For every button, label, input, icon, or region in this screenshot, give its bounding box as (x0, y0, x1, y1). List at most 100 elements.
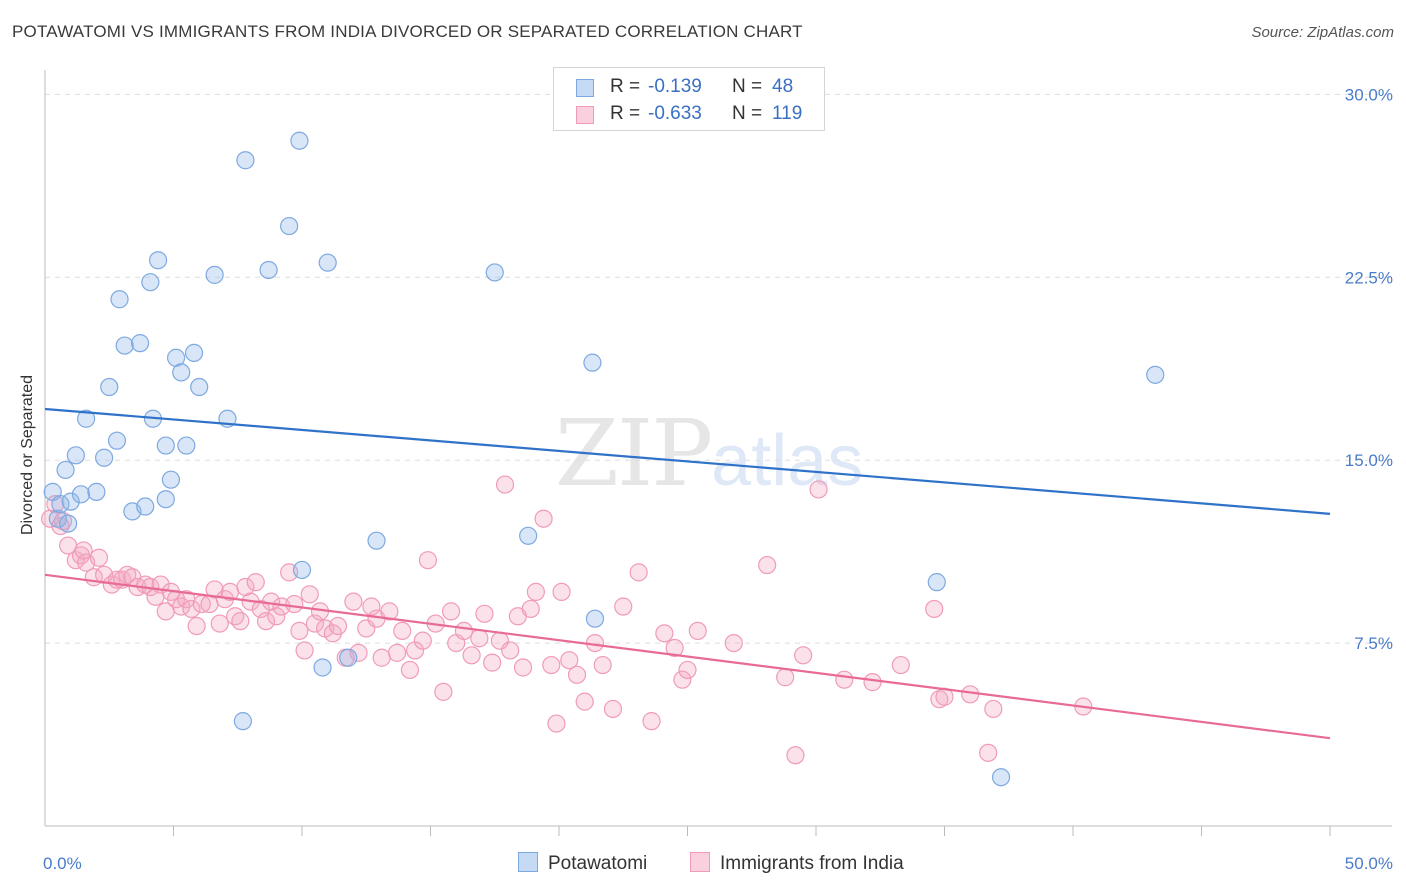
potawatomi-point (107, 431, 127, 450)
legend-r-value: -0.633 (648, 103, 702, 124)
trend-lines (44, 407, 1331, 740)
india-point (344, 592, 363, 611)
india-point (210, 614, 229, 633)
potawatomi-point (318, 253, 337, 272)
potawatomi-point (148, 251, 168, 270)
india-point (295, 641, 314, 660)
chart-title: POTAWATOMI VS IMMIGRANTS FROM INDIA DIVO… (12, 22, 803, 41)
legend-r-label: R = (610, 103, 641, 124)
india-point (534, 509, 553, 528)
potawatomi-swatch (576, 79, 594, 97)
potawatomi-point (95, 448, 114, 467)
india-point (925, 599, 944, 619)
india-trend-line (44, 573, 1331, 740)
india-point (593, 655, 612, 675)
bottom-legend-potawatomi: Potawatomi (518, 852, 647, 875)
potawatomi-point (48, 509, 67, 528)
potawatomi-point (485, 263, 504, 282)
india-point (603, 699, 623, 719)
india-point (290, 621, 309, 641)
potawatomi-point (77, 409, 96, 428)
india-point (501, 641, 520, 660)
india-swatch (576, 106, 594, 124)
potawatomi-point (66, 446, 85, 465)
bottom-legend-label: Immigrants from India (720, 853, 904, 874)
x-tick-label: 50.0% (1345, 854, 1393, 873)
india-point (470, 629, 489, 648)
india-point (673, 670, 692, 689)
source-label: Source: ZipAtlas.com (1251, 24, 1394, 41)
india-point (405, 641, 425, 660)
legend-r-label: R = (610, 76, 641, 97)
india-point (256, 612, 276, 631)
potawatomi-point (56, 460, 75, 480)
legend-n-value: 48 (772, 76, 794, 97)
india-point (475, 604, 494, 623)
india-point (642, 712, 661, 731)
india-point (655, 624, 674, 643)
y-tick-labels: 7.5% 15.0% 22.5% 30.0% (1345, 85, 1393, 653)
india-point (495, 475, 515, 494)
india-point (629, 563, 648, 582)
india-point (226, 607, 245, 626)
potawatomi-point (177, 436, 196, 455)
potawatomi-swatch (518, 852, 538, 872)
potawatomi-point (136, 497, 155, 516)
potawatomi-point (259, 260, 278, 280)
y-tick-label: 22.5% (1345, 268, 1393, 287)
india-point (665, 638, 684, 658)
potawatomi-point (100, 377, 119, 397)
y-tick-label: 15.0% (1345, 451, 1393, 470)
india-point (349, 643, 368, 662)
india-point (786, 746, 805, 765)
india-point (891, 655, 910, 675)
potawatomi-point (59, 514, 78, 533)
india-point (863, 673, 882, 692)
india-point (794, 646, 813, 665)
india-point (724, 633, 743, 653)
potawatomi-point (115, 336, 134, 355)
india-point (984, 699, 1003, 719)
potawatomi-point (141, 273, 160, 292)
potawatomi-point (156, 490, 175, 509)
india-point (454, 621, 474, 641)
bottom-legend-india: Immigrants from India (690, 852, 904, 875)
potawatomi-point (991, 768, 1011, 787)
potawatomi-point (1146, 365, 1165, 384)
india-point (567, 665, 587, 684)
india-point (267, 607, 286, 626)
potawatomi-point (583, 353, 602, 372)
potawatomi-point (161, 470, 181, 489)
potawatomi-point (205, 265, 224, 284)
india-point (547, 714, 566, 733)
india-point (979, 743, 998, 762)
india-point (372, 648, 391, 667)
legend-n-label: N = (732, 76, 763, 97)
india-point (614, 597, 633, 616)
correlation-legend: R = -0.139 N = 48 R = -0.633 N = 119 (553, 67, 825, 131)
potawatomi-point (280, 216, 299, 236)
india-point (776, 668, 795, 687)
india-point (387, 643, 407, 662)
india-point (526, 582, 545, 601)
india-point (393, 621, 412, 641)
india-point (678, 660, 697, 680)
potawatomi-point (519, 526, 538, 545)
potawatomi-point (71, 485, 91, 504)
india-point (413, 631, 432, 650)
india-point (552, 582, 571, 601)
bottom-legend-label: Potawatomi (548, 853, 648, 874)
axes (44, 70, 1392, 836)
india-point (89, 548, 109, 567)
india-point (835, 670, 854, 689)
india-point (809, 480, 828, 499)
india-point (400, 660, 420, 680)
india-point (513, 658, 533, 677)
potawatomi-points (43, 131, 1165, 787)
grid-lines (45, 93, 1392, 644)
india-point (182, 599, 201, 619)
potawatomi-point (292, 560, 312, 580)
potawatomi-point (190, 377, 209, 397)
india-point (187, 616, 206, 636)
